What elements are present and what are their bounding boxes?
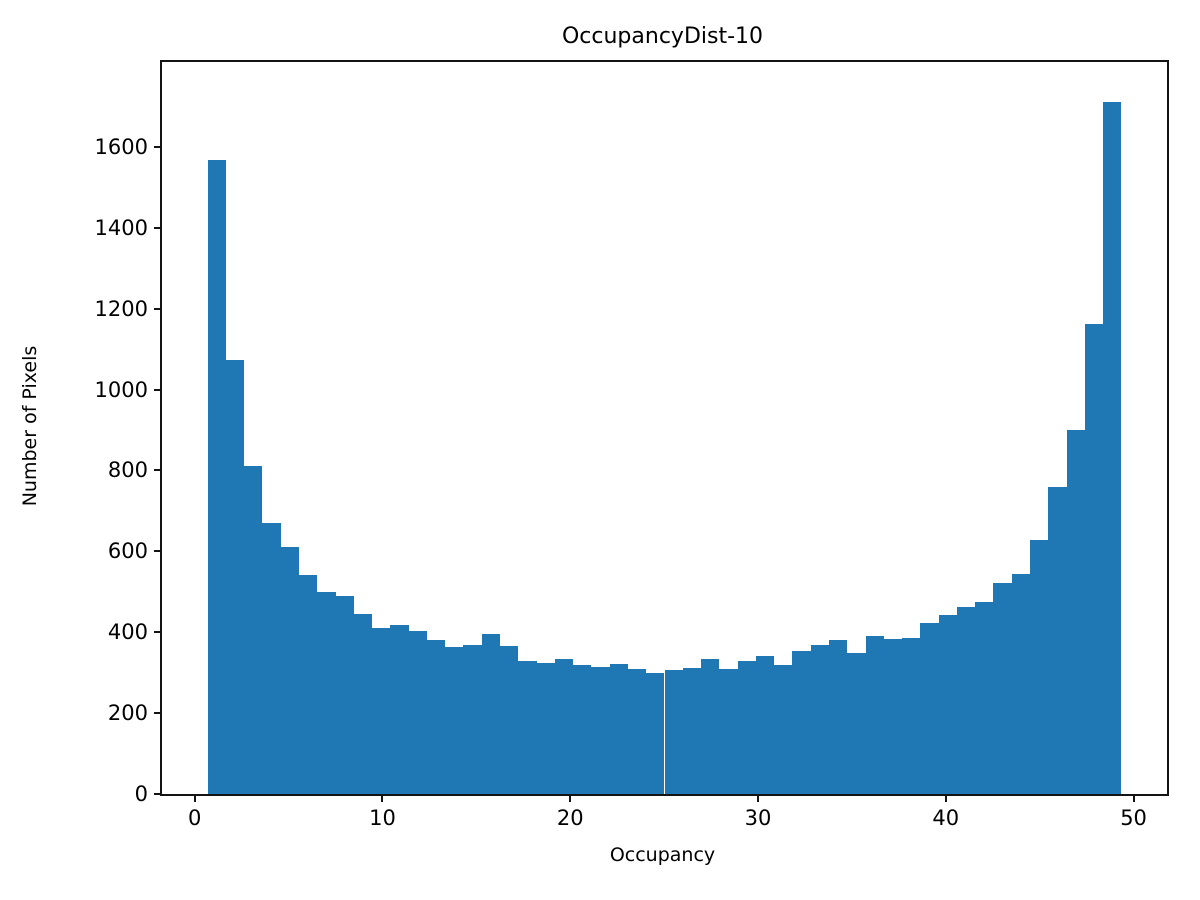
y-axis-tick	[154, 226, 162, 229]
histogram-bar	[518, 661, 537, 794]
y-tick-label: 1000	[94, 377, 148, 402]
x-axis-tick	[757, 794, 759, 802]
histogram-bar	[445, 646, 464, 794]
histogram-bar	[755, 656, 775, 794]
x-axis-tick	[944, 794, 947, 802]
histogram-bar	[828, 639, 848, 794]
histogram-bar	[1066, 430, 1085, 794]
histogram-bar	[1084, 324, 1104, 794]
histogram-bar	[262, 522, 281, 794]
x-tick-label: 50	[1120, 806, 1147, 830]
x-axis-tick	[569, 794, 572, 802]
histogram-bar	[207, 160, 226, 794]
histogram-bar	[1048, 487, 1067, 794]
histogram-bar	[956, 607, 976, 794]
x-axis-tick	[193, 794, 196, 802]
histogram-bar	[682, 668, 702, 794]
histogram-bar	[701, 659, 720, 794]
y-axis-tick	[154, 469, 162, 472]
histogram-bar	[463, 644, 482, 794]
x-tick-label: 10	[369, 806, 396, 830]
y-axis-tick	[154, 145, 162, 148]
x-tick-label: 40	[932, 806, 960, 830]
histogram-bar	[902, 638, 921, 794]
histogram-bar	[938, 614, 957, 794]
histogram-bar	[372, 627, 391, 794]
histogram-bar	[664, 669, 683, 794]
y-axis-tick	[154, 307, 162, 310]
x-axis-tick	[381, 794, 384, 802]
histogram-bar	[792, 651, 811, 794]
histogram-bar	[993, 583, 1012, 794]
histogram-bar	[299, 575, 318, 794]
y-axis-tick	[154, 712, 162, 715]
histogram-bar	[335, 596, 354, 794]
histogram-bar	[627, 668, 647, 794]
histogram-bar	[554, 659, 574, 794]
y-tick-label: 1200	[94, 296, 148, 321]
y-tick-label: 0	[134, 782, 148, 806]
histogram-bar	[847, 652, 866, 794]
x-tick-label: 0	[187, 806, 202, 830]
histogram-bar	[317, 591, 336, 794]
y-tick-label: 400	[107, 620, 148, 645]
histogram-bar	[536, 662, 555, 794]
y-axis-tick	[154, 793, 162, 795]
histogram-bar	[591, 667, 610, 794]
histogram-bar	[1011, 574, 1030, 794]
histogram-bar	[774, 665, 793, 794]
y-tick-label: 200	[107, 701, 148, 726]
histogram-bar	[810, 644, 829, 794]
histogram-bar	[719, 668, 738, 794]
histogram-bar	[737, 661, 756, 794]
histogram-bar	[500, 646, 519, 794]
y-axis-tick	[154, 631, 162, 634]
x-tick-label: 20	[556, 806, 584, 830]
chart-title: OccupancyDist-10	[561, 24, 764, 49]
histogram-bar	[609, 663, 628, 794]
y-tick-label: 800	[107, 458, 148, 483]
histogram-bar	[1103, 102, 1122, 794]
histogram-bar	[244, 465, 263, 794]
x-axis-tick	[1132, 794, 1135, 802]
histogram-bar	[408, 631, 427, 794]
x-axis-label: Occupancy	[609, 844, 716, 866]
histogram-bar	[481, 634, 501, 794]
histogram-bar	[573, 665, 592, 794]
histogram-bar	[920, 622, 939, 794]
plot-area: 0 10 20 30 40 50 0 200 400 600 800 1000 1200 1400 1600	[95, 60, 1169, 830]
y-axis-label: Number of Pixels	[19, 345, 41, 507]
x-tick-label: 30	[744, 806, 772, 830]
histogram-bar	[865, 636, 884, 794]
histogram-bar	[390, 625, 409, 794]
histogram-bar	[646, 672, 665, 794]
histogram-bar	[280, 546, 299, 794]
y-axis-tick	[154, 388, 162, 391]
histogram-bar	[353, 613, 373, 794]
histogram-bar	[975, 601, 994, 794]
histogram-bar	[225, 359, 245, 794]
histogram-bar	[883, 638, 903, 794]
y-tick-label: 600	[107, 539, 148, 564]
y-axis-tick	[154, 550, 162, 553]
y-tick-label: 1400	[94, 215, 148, 240]
histogram-bar	[426, 639, 446, 794]
y-tick-label: 1600	[94, 134, 148, 159]
histogram-bar	[1029, 540, 1049, 794]
